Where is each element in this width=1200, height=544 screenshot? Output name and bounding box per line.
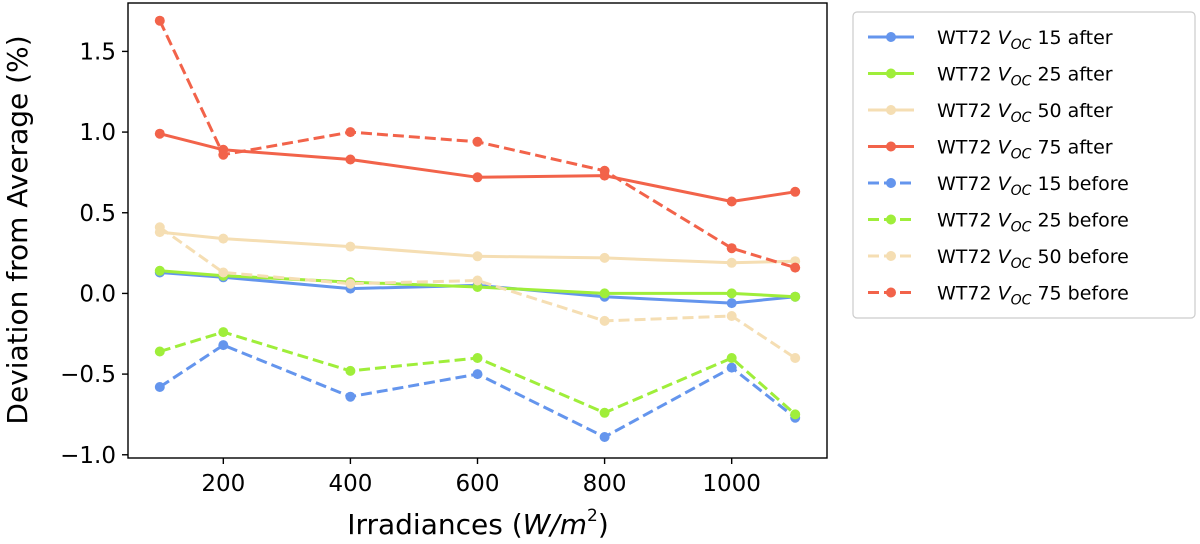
legend-label: WT72 VOC 75 before: [937, 283, 1129, 309]
data-point-s4-4: [472, 172, 483, 183]
data-point-s1-6: [726, 298, 737, 309]
data-point-s5-4: [472, 369, 483, 380]
data-point-s5-6: [726, 362, 737, 373]
data-point-s8-1: [154, 15, 165, 26]
legend-entry-7: WT72 VOC 50 before: [868, 246, 1129, 272]
data-point-s5-2: [218, 340, 229, 351]
data-point-s6-6: [726, 353, 737, 363]
plot-area-frame: [127, 2, 828, 459]
data-point-s3-5: [599, 252, 610, 263]
data-point-s8-7: [790, 262, 801, 273]
data-point-s3-3: [345, 241, 356, 252]
legend-entry-4: WT72 VOC 75 after: [868, 137, 1113, 163]
data-point-s2-6: [726, 288, 737, 299]
data-point-s5-1: [154, 382, 165, 392]
x-axis-label: Irradiances (W/m2): [347, 506, 609, 541]
data-point-s7-4: [472, 275, 483, 286]
data-point-s6-2: [218, 327, 229, 338]
legend-marker-swatch: [886, 141, 896, 152]
y-axis-ticks: −1.0 −0.5 0.0 0.5 1.0 1.5: [60, 39, 128, 469]
legend-marker-swatch: [886, 68, 896, 79]
y-tick-label: 0.5: [79, 201, 116, 227]
y-tick-label: 1.0: [79, 120, 116, 146]
legend-entry-8: WT72 VOC 75 before: [868, 283, 1129, 309]
legend-marker-swatch: [886, 287, 896, 298]
data-point-s6-1: [154, 346, 165, 357]
legend-label: WT72 VOC 50 after: [937, 100, 1113, 126]
legend-frame: [852, 11, 1196, 319]
legend: WT72 VOC 15 after WT72 VOC 25 after WT72 V…: [852, 11, 1196, 319]
data-point-s7-7: [790, 353, 801, 363]
legend-label: WT72 VOC 75 after: [937, 137, 1113, 163]
data-point-s7-2: [218, 267, 229, 278]
y-tick-label: 1.5: [79, 39, 116, 65]
x-tick-label: 200: [201, 471, 245, 497]
y-tick-label: 0.0: [79, 281, 116, 307]
x-tick-label: 800: [583, 471, 627, 497]
data-point-s2-1: [154, 265, 165, 276]
x-tick-label: 400: [328, 471, 372, 497]
data-point-s7-3: [345, 278, 356, 289]
data-point-s4-1: [154, 128, 165, 139]
y-tick-label: −1.0: [60, 443, 116, 469]
x-tick-label: 600: [456, 471, 500, 497]
series-markers: [154, 15, 801, 442]
data-point-s5-5: [599, 432, 610, 442]
legend-label: WT72 VOC 25 before: [937, 210, 1129, 236]
legend-marker-swatch: [886, 105, 896, 115]
legend-marker-swatch: [886, 178, 896, 188]
legend-entry-2: WT72 VOC 25 after: [868, 64, 1113, 90]
data-point-s7-1: [154, 222, 165, 233]
data-point-s3-4: [472, 251, 483, 262]
data-point-s8-4: [472, 136, 483, 147]
x-tick-label: 1000: [702, 471, 761, 497]
data-point-s6-3: [345, 365, 356, 376]
legend-marker-swatch: [886, 214, 896, 225]
legend-marker-swatch: [886, 32, 896, 42]
y-tick-label: −0.5: [60, 362, 116, 388]
data-point-s6-7: [790, 409, 801, 420]
data-point-s8-3: [345, 127, 356, 138]
data-point-s7-6: [726, 311, 737, 321]
data-point-s4-6: [726, 196, 737, 207]
legend-entry-5: WT72 VOC 15 before: [868, 173, 1129, 199]
data-point-s8-5: [599, 165, 610, 176]
data-point-s8-6: [726, 243, 737, 254]
data-point-s2-5: [599, 288, 610, 299]
legend-entry-6: WT72 VOC 25 before: [868, 210, 1129, 236]
legend-label: WT72 VOC 50 before: [937, 246, 1129, 272]
legend-entry-3: WT72 VOC 50 after: [868, 100, 1113, 126]
legend-marker-swatch: [886, 251, 896, 261]
data-point-s5-3: [345, 391, 356, 402]
data-point-s3-6: [726, 257, 737, 268]
data-point-s2-7: [790, 291, 801, 302]
data-point-s7-5: [599, 315, 610, 326]
data-point-s6-5: [599, 407, 610, 418]
data-point-s6-4: [472, 353, 483, 363]
legend-entry-1: WT72 VOC 15 after: [868, 27, 1113, 53]
legend-label: WT72 VOC 15 after: [937, 27, 1113, 53]
data-point-s4-3: [345, 154, 356, 165]
data-point-s4-7: [790, 186, 801, 197]
data-point-s3-2: [218, 233, 229, 244]
legend-label: WT72 VOC 15 before: [937, 173, 1129, 199]
legend-entries: WT72 VOC 15 after WT72 VOC 25 after WT72 V…: [868, 27, 1129, 309]
data-point-s8-2: [218, 149, 229, 160]
legend-label: WT72 VOC 25 after: [937, 64, 1113, 90]
x-axis-ticks: 200 400 600 800 1000: [201, 458, 761, 497]
y-axis-label: Deviation from Average (%): [1, 35, 34, 424]
